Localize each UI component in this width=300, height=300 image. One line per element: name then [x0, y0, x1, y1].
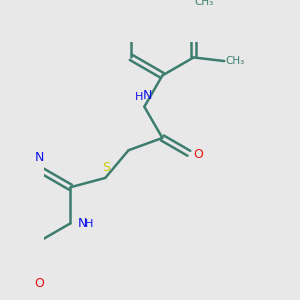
- Text: N: N: [143, 88, 152, 102]
- Text: CH₃: CH₃: [194, 0, 214, 7]
- Text: N: N: [34, 151, 44, 164]
- Text: O: O: [34, 277, 44, 290]
- Text: N: N: [77, 217, 87, 230]
- Text: O: O: [194, 148, 203, 161]
- Text: S: S: [103, 161, 111, 174]
- Text: CH₃: CH₃: [226, 56, 245, 66]
- Text: H: H: [85, 219, 93, 229]
- Text: H: H: [135, 92, 143, 102]
